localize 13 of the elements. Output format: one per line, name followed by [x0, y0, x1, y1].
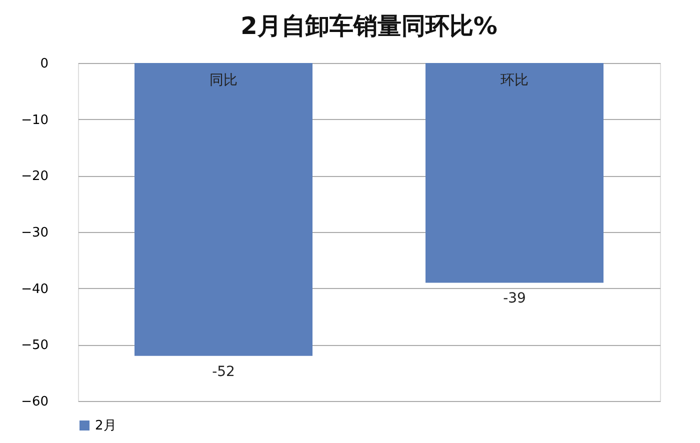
y-tick-label: −60 [21, 394, 48, 410]
x-tick-label: 同比 [210, 72, 238, 88]
legend-label: 2月 [95, 418, 116, 434]
chart-title: 2月自卸车销量同环比% [240, 12, 498, 40]
y-tick-label: −40 [21, 282, 48, 297]
y-tick-label: −20 [21, 169, 48, 184]
y-tick-label: −30 [21, 226, 48, 240]
x-tick-label: 环比 [500, 72, 528, 88]
y-tick-label: 0 [40, 56, 48, 72]
y-tick-label: −10 [21, 112, 48, 128]
y-tick-label: −50 [21, 338, 48, 354]
data-label: -39 [503, 290, 526, 307]
data-label: -52 [212, 364, 235, 380]
